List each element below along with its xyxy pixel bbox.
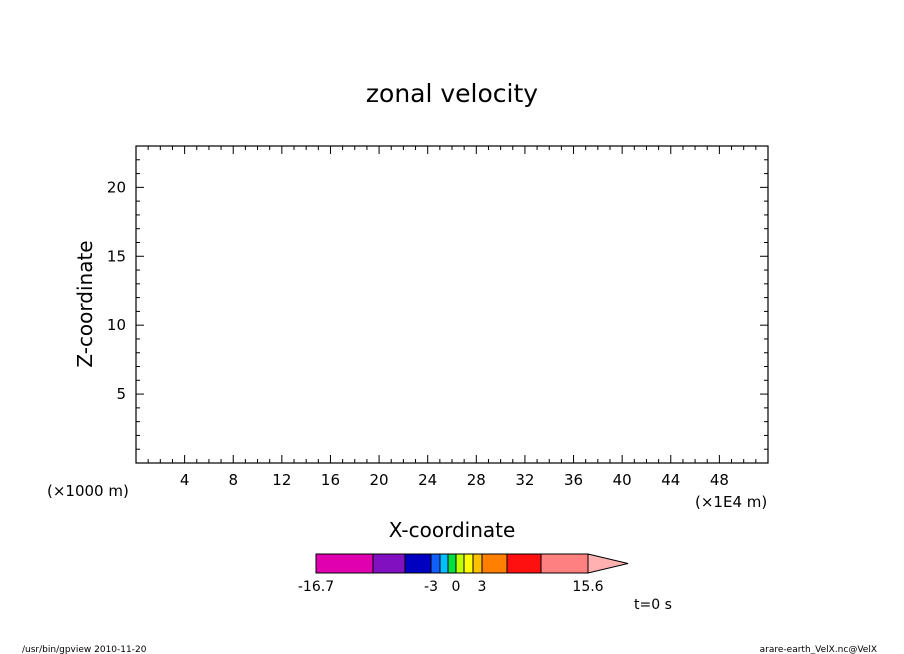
plot-frame bbox=[135, 145, 769, 464]
colorbar-segment bbox=[404, 553, 432, 574]
x-tick-label: 32 bbox=[515, 471, 534, 489]
colorbar-segment bbox=[463, 553, 474, 574]
x-axis-ticks: 4 8 12 16 20 24 28 32 36 40 44 48 bbox=[147, 146, 757, 489]
x-tick-label: 4 bbox=[180, 471, 190, 489]
colorbar-labels: -16.7 -3 0 3 15.6 bbox=[298, 579, 604, 595]
y-axis-label: Z-coordinate bbox=[73, 240, 97, 367]
colorbar-segment bbox=[481, 553, 508, 574]
colorbar-segment bbox=[315, 553, 374, 574]
y-axis-ticks: 5 10 15 20 bbox=[107, 159, 768, 450]
colorbar-label: 3 bbox=[478, 579, 487, 595]
y-tick-label: 5 bbox=[116, 385, 126, 403]
x-tick-label: 16 bbox=[321, 471, 340, 489]
y-axis-units: (×1000 m) bbox=[47, 482, 129, 500]
colorbar bbox=[315, 553, 629, 574]
colorbar-segment bbox=[430, 553, 441, 574]
colorbar-segment bbox=[540, 553, 589, 574]
x-tick-label: 40 bbox=[613, 471, 632, 489]
colorbar-segment bbox=[372, 553, 406, 574]
y-tick-label: 10 bbox=[107, 316, 126, 334]
colorbar-segment bbox=[506, 553, 542, 574]
x-tick-label: 24 bbox=[418, 471, 437, 489]
y-tick-label: 20 bbox=[107, 178, 126, 196]
x-tick-label: 36 bbox=[564, 471, 583, 489]
footer-left: /usr/bin/gpview 2010-11-20 bbox=[22, 645, 147, 654]
colorbar-segment bbox=[439, 553, 449, 574]
colorbar-segment bbox=[472, 553, 483, 574]
chart-title: zonal velocity bbox=[366, 79, 538, 108]
x-tick-label: 28 bbox=[467, 471, 486, 489]
x-tick-label: 20 bbox=[370, 471, 389, 489]
x-tick-label: 8 bbox=[228, 471, 238, 489]
footer-right: arare-earth_VelX.nc@VelX bbox=[760, 645, 877, 654]
colorbar-extend-arrow bbox=[587, 553, 629, 574]
x-tick-label: 12 bbox=[272, 471, 291, 489]
y-tick-label: 15 bbox=[107, 247, 126, 265]
time-label: t=0 s bbox=[634, 597, 672, 613]
x-tick-label: 44 bbox=[661, 471, 680, 489]
colorbar-label: -16.7 bbox=[298, 579, 334, 595]
colorbar-label: -3 bbox=[424, 579, 438, 595]
colorbar-segment bbox=[455, 553, 465, 574]
x-axis-label: X-coordinate bbox=[389, 518, 516, 542]
x-axis-units: (×1E4 m) bbox=[695, 493, 767, 511]
colorbar-label: 0 bbox=[452, 579, 461, 595]
colorbar-segment bbox=[447, 553, 457, 574]
colorbar-label: 15.6 bbox=[572, 579, 603, 595]
x-tick-label: 48 bbox=[710, 471, 729, 489]
